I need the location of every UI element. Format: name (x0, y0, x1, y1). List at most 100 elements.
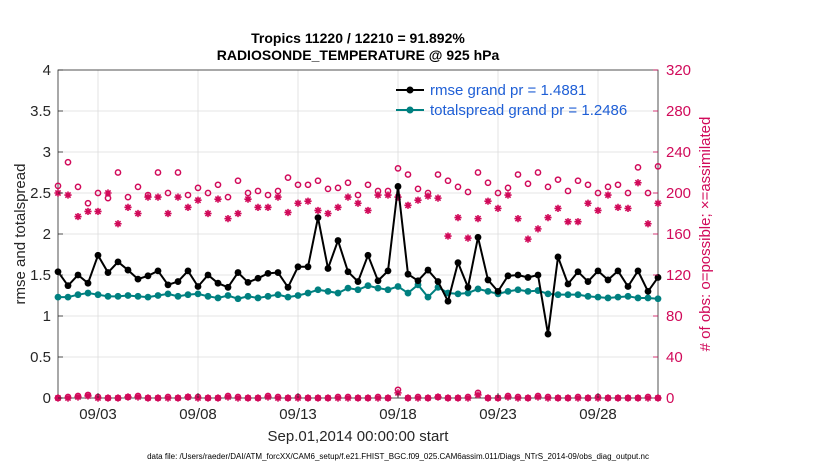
obs-possible-point (654, 163, 662, 170)
obs-assimilated-point (294, 199, 302, 207)
obs-assimilated-low-point (324, 394, 332, 402)
y-left-tick-label: 1.5 (30, 267, 51, 284)
obs-possible-point (614, 181, 622, 189)
obs-assimilated-low-point (634, 394, 642, 402)
obs-possible-marks (54, 158, 662, 207)
obs-assimilated-point (554, 204, 562, 212)
legend-spread-marker (406, 106, 414, 114)
obs-assimilated-low-point (344, 394, 352, 402)
obs-assimilated-low-point (614, 394, 622, 402)
obs-possible-point (494, 189, 502, 197)
obs-possible-point (454, 183, 462, 191)
rmse-point (114, 258, 122, 266)
obs-possible-point (134, 183, 142, 191)
obs-assimilated-low-point (474, 391, 482, 399)
rmse-point (644, 288, 652, 295)
x-tick-label: 09/08 (179, 406, 217, 423)
obs-possible-point (314, 177, 322, 185)
obs-assimilated-point (544, 214, 552, 222)
obs-possible-point (204, 189, 212, 197)
obs-assimilated-low-point (574, 394, 582, 402)
obs-assimilated-point (364, 206, 372, 215)
obs-assimilated-point (104, 189, 112, 197)
obs-assimilated-point (354, 199, 362, 207)
obs-assimilated-point (344, 193, 352, 201)
x-tick-label: 09/03 (79, 406, 117, 423)
obs-assimilated-point (274, 193, 282, 201)
rmse-point (284, 283, 292, 291)
obs-assimilated-low-point (414, 394, 422, 402)
obs-possible-point (644, 189, 652, 197)
rmse-point (384, 267, 392, 275)
obs-assimilated-low-point (384, 394, 392, 402)
rmse-point (164, 281, 172, 289)
obs-possible-point (174, 169, 182, 176)
legend-spread-label: totalspread grand pr = 1.2486 (430, 102, 627, 119)
obs-assimilated-low-point (134, 393, 142, 401)
obs-assimilated-low-point (124, 393, 132, 401)
rmse-point (504, 272, 512, 280)
x-axis-label: Sep.01,2014 00:00:00 start (268, 428, 450, 445)
rmse-point (214, 279, 222, 287)
obs-assimilated-point (644, 220, 652, 228)
obs-assimilated-point (534, 225, 542, 233)
obs-possible-point (434, 171, 442, 178)
totalspread-point (644, 294, 652, 302)
totalspread-point (544, 290, 552, 298)
obs-assimilated-point (254, 203, 262, 211)
obs-assimilated-point (264, 203, 272, 211)
obs-assimilated-point (574, 218, 582, 226)
totalspread-point (264, 292, 272, 300)
rmse-point (174, 278, 182, 285)
obs-assimilated-low-point (254, 394, 262, 402)
totalspread-point (374, 284, 382, 292)
rmse-point (634, 267, 642, 275)
obs-assimilated-low-point (564, 394, 572, 402)
totalspread-point (364, 282, 372, 290)
totalspread-point (614, 293, 622, 301)
obs-possible-point (514, 171, 522, 178)
obs-possible-point (564, 187, 572, 195)
obs-possible-point (94, 189, 102, 197)
obs-assimilated-point (144, 193, 152, 201)
obs-assimilated-point (304, 197, 312, 205)
obs-assimilated-low-point (184, 393, 192, 401)
obs-assimilated-low-point (64, 394, 72, 402)
totalspread-point (354, 286, 362, 294)
obs-assimilated-low-point (364, 394, 372, 402)
obs-assimilated-point (654, 199, 662, 207)
obs-assimilated-low-point (354, 394, 362, 402)
rmse-point (464, 283, 472, 291)
obs-assimilated-point (164, 209, 172, 218)
obs-assimilated-point (434, 194, 442, 202)
obs-assimilated-point (204, 209, 212, 218)
obs-possible-point (294, 181, 302, 189)
obs-assimilated-low-point (234, 394, 242, 402)
rmse-point (224, 283, 232, 291)
obs-assimilated-low-point (424, 394, 432, 402)
obs-assimilated-low-point (264, 393, 272, 401)
obs-possible-point (584, 181, 592, 189)
obs-possible-point (114, 169, 122, 176)
obs-assimilated-low-point (434, 393, 442, 401)
y-right-tick-label: 320 (666, 62, 691, 79)
obs-assimilated-point (634, 179, 642, 187)
obs-possible-point (524, 180, 532, 188)
totalspread-point (424, 293, 432, 301)
y-right-tick-label: 0 (666, 390, 674, 407)
obs-possible-point (364, 181, 372, 189)
totalspread-point (574, 291, 582, 299)
totalspread-point (484, 288, 492, 295)
obs-assimilated-low-point (314, 394, 322, 402)
rmse-point (254, 274, 262, 282)
totalspread-point (274, 291, 282, 299)
obs-assimilated-low-point (584, 394, 592, 402)
obs-assimilated-low-point (554, 394, 562, 402)
rmse-point (574, 268, 582, 276)
obs-assimilated-point (374, 191, 382, 199)
totalspread-point (394, 283, 402, 290)
obs-assimilated-low-point (504, 393, 512, 401)
y-left-tick-label: 1 (43, 308, 51, 325)
rmse-point (524, 274, 532, 281)
